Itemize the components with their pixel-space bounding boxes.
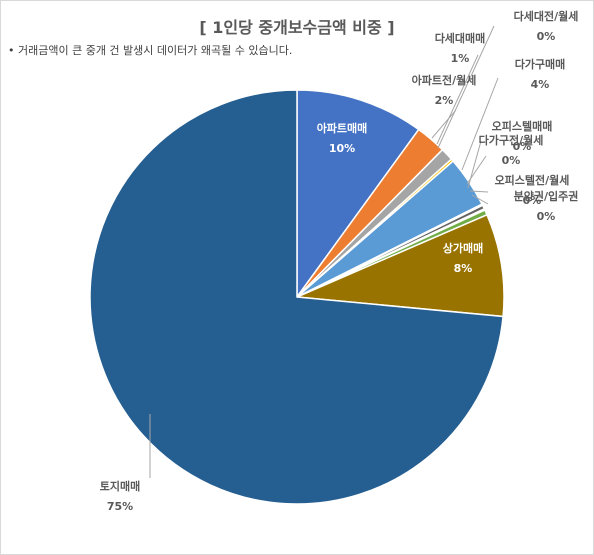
pie-slice [296,213,505,318]
slice-name-label: 토지매매 [100,479,140,493]
slice-name-label: 다가구매매 [515,57,566,71]
slice-name-label: 상가매매 [443,241,483,255]
slice-value-label: 0% [502,154,521,167]
slice-value-label: 0% [537,210,556,223]
slice-name-label: 다가구전/월세 [479,133,544,147]
leader-line [436,54,479,145]
slice-name-label: 아파트전/월세 [412,73,477,87]
slice-value-label: 10% [329,142,355,155]
slice-value-label: 0% [513,140,532,153]
slice-name-label: 다세대매매 [435,31,486,45]
slice-name-label: 오피스텔매매 [492,119,553,133]
leader-line [461,77,499,171]
slice-name-label: 오피스텔전/월세 [495,173,570,187]
chart-title: [ 1인당 중개보수금액 비중 ] [199,18,395,37]
slice-value-label: 0% [523,194,542,207]
chart-note: • 거래금액이 큰 중개 건 발생시 데이터가 왜곡될 수 있습니다. [8,44,293,57]
slice-value-label: 0% [537,30,556,43]
slice-name-label: 아파트매매 [317,121,368,135]
leader-line [467,140,482,189]
slice-name-label: 분양권/입주권 [514,189,579,203]
leader-line [431,109,457,139]
slice-value-label: 4% [531,78,550,91]
pie-slice [296,89,420,300]
slice-value-label: 8% [454,262,473,275]
pie-slice [89,89,504,505]
leader-line [469,190,489,193]
leader-line [471,194,489,205]
slice-value-label: 2% [435,94,454,107]
slice-value-label: 75% [107,500,133,513]
slice-name-label: 다세대전/월세 [514,9,579,23]
slice-value-label: 1% [451,52,470,65]
leader-line [437,25,495,149]
